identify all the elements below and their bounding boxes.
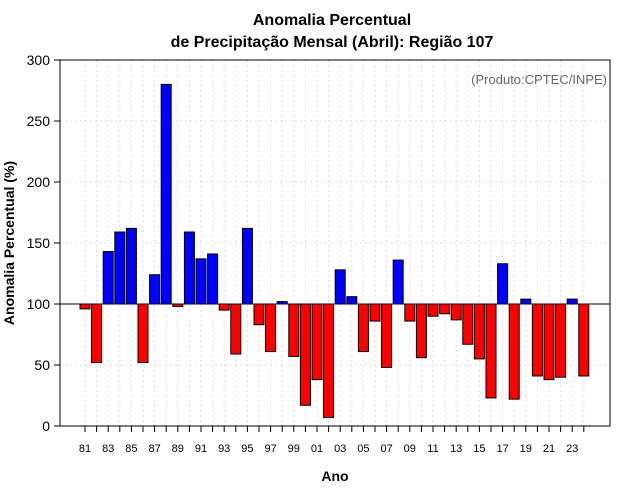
x-tick-label: 89 [172, 443, 184, 455]
x-axis-label: Ano [321, 468, 348, 484]
bar-06 [369, 303, 381, 322]
x-tick-label: 11 [427, 443, 438, 455]
bar-03 [334, 269, 346, 305]
chart-credit: (Produto:CPTEC/INPE) [471, 72, 607, 87]
y-tick-label: 0 [42, 418, 50, 434]
bar-85 [125, 227, 137, 305]
x-tick-label: 85 [125, 443, 137, 455]
x-tick-label: 05 [357, 443, 369, 455]
x-tick-label: 09 [404, 443, 416, 455]
bar-24 [578, 303, 590, 377]
x-tick-label: 17 [496, 443, 508, 455]
bar-22 [555, 303, 567, 378]
bar-99 [288, 303, 300, 357]
bar-91 [195, 258, 207, 305]
bars-layer [79, 83, 590, 418]
bar-09 [404, 303, 416, 322]
x-tick-label: 07 [380, 443, 392, 455]
y-tick-label: 100 [27, 296, 51, 312]
chart-title-line2: de Precipitação Mensal (Abril): Região 1… [171, 34, 494, 51]
y-axis-ticks: 0 50 100 150 200 250 300 [27, 52, 60, 434]
y-tick-label: 300 [27, 52, 51, 68]
y-tick-label: 50 [34, 357, 50, 373]
x-tick-label: 91 [195, 443, 207, 455]
y-tick-label: 150 [27, 235, 51, 251]
x-tick-label: 03 [334, 443, 346, 455]
bar-96 [253, 303, 265, 326]
y-axis-label: Anomalia Percentual (%) [1, 161, 17, 325]
x-tick-label: 15 [473, 443, 485, 455]
bar-86 [137, 303, 149, 364]
bar-90 [183, 231, 195, 305]
x-axis-ticks: 81 83 85 87 89 91 93 95 97 99 01 03 05 07 09 11 13 15 17 19… [79, 426, 585, 455]
x-tick-label: 93 [218, 443, 230, 455]
bar-00 [299, 303, 311, 406]
bar-10 [415, 303, 427, 359]
x-tick-label: 19 [520, 443, 532, 455]
bar-07 [381, 303, 393, 368]
bar-95 [241, 227, 253, 305]
x-tick-label: 13 [450, 443, 462, 455]
bar-82 [91, 303, 103, 364]
x-tick-label: 23 [566, 443, 578, 455]
x-tick-label: 81 [79, 443, 91, 455]
bar-18 [508, 303, 520, 400]
x-tick-label: 21 [543, 443, 555, 455]
bar-94 [230, 303, 242, 355]
bar-20 [531, 303, 543, 377]
x-tick-label: 83 [102, 443, 114, 455]
x-tick-label: 95 [241, 443, 253, 455]
bar-93 [218, 303, 230, 311]
chart-title-line1: Anomalia Percentual [253, 12, 411, 29]
bar-05 [357, 303, 369, 353]
x-tick-label: 87 [148, 443, 160, 455]
bar-08 [392, 259, 404, 305]
bar-13 [450, 303, 462, 321]
bar-16 [485, 303, 497, 399]
bar-88 [160, 83, 172, 305]
x-tick-label: 97 [264, 443, 276, 455]
bar-01 [311, 303, 323, 381]
grid-layer [60, 59, 610, 427]
bar-81 [79, 303, 91, 310]
bar-87 [149, 274, 161, 305]
x-tick-label: 01 [311, 443, 323, 455]
bar-92 [207, 253, 219, 305]
bar-19 [520, 298, 532, 305]
bar-02 [323, 303, 335, 418]
x-tick-label: 99 [288, 443, 300, 455]
y-tick-label: 200 [27, 174, 51, 190]
bar-12 [439, 303, 451, 315]
bar-15 [473, 303, 485, 360]
bar-14 [462, 303, 474, 345]
bar-23 [566, 298, 578, 305]
bar-84 [114, 231, 126, 305]
bar-11 [427, 303, 439, 317]
bar-17 [497, 263, 509, 305]
bar-83 [102, 251, 114, 305]
bar-21 [543, 303, 555, 381]
y-tick-label: 250 [27, 113, 51, 129]
bar-04 [346, 296, 358, 305]
bar-97 [265, 303, 277, 353]
